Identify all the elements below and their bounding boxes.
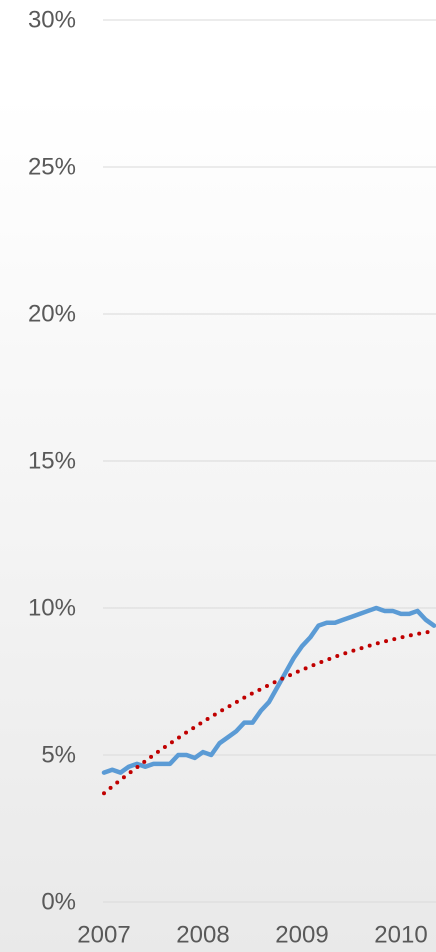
y-tick-label: 25% [28, 153, 76, 180]
x-tick-label: 2007 [77, 921, 130, 948]
y-tick-label: 5% [41, 741, 76, 768]
y-tick-label: 0% [41, 888, 76, 915]
x-tick-label: 2008 [176, 921, 229, 948]
x-tick-label: 2010 [374, 921, 427, 948]
y-tick-label: 10% [28, 594, 76, 621]
x-tick-label: 2009 [275, 921, 328, 948]
data-line [102, 628, 436, 796]
y-tick-label: 20% [28, 300, 76, 327]
data-line [101, 605, 436, 775]
y-tick-label: 15% [28, 447, 76, 474]
y-tick-label: 30% [28, 6, 76, 33]
